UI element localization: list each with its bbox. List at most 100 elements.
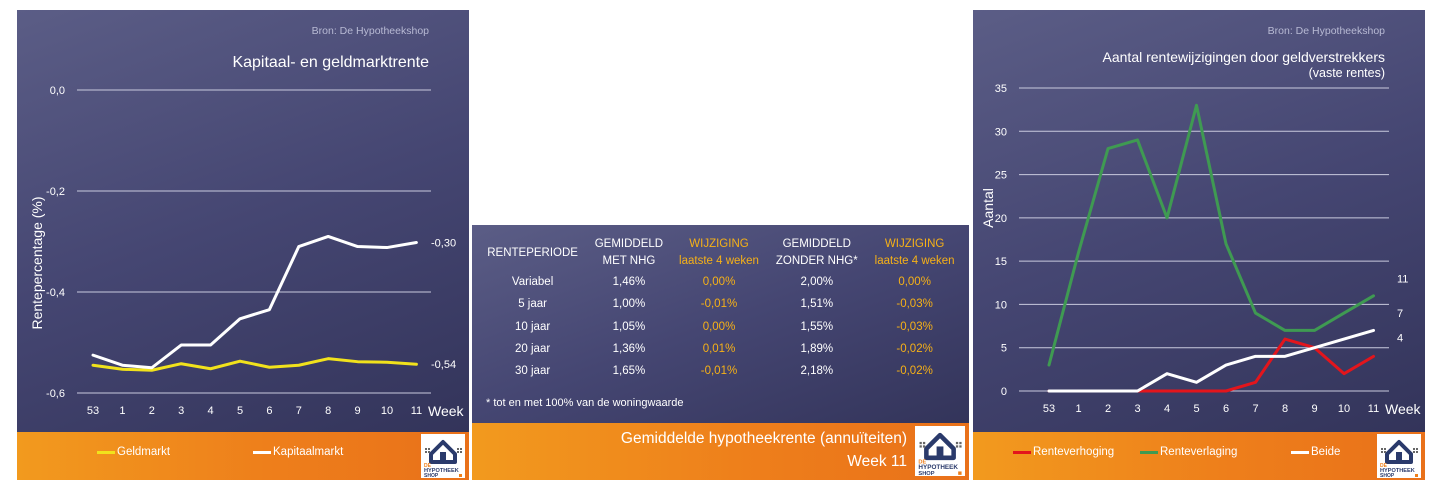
table-footer: Gemiddelde hypotheekrente (annuïteiten) …	[472, 423, 969, 480]
logo-text: SHOP	[424, 473, 439, 478]
cell-change-met-nhg: -0,01%	[700, 298, 738, 311]
chart-title: Aantal rentewijzigingen door geldverstre…	[1102, 49, 1385, 65]
header-period: RENTEPERIODE	[487, 246, 578, 259]
legend: Renteverhoging Renteverlaging Beide	[973, 446, 1375, 464]
mortgage-rate-table: RENTEPERIODE GEMIDDELD MET NHG WIJZIGING l…	[478, 235, 963, 382]
cell-change-met-nhg: 0,00%	[702, 320, 736, 333]
chart-subtitle: (vaste rentes)	[1308, 66, 1385, 80]
x-tick-label: 6	[266, 405, 272, 417]
series-end-label: -0,54	[431, 359, 456, 371]
capital-money-market-chart: Bron: De Hypotheekshop Kapitaal- en geld…	[17, 10, 469, 480]
x-tick-label: 4	[1164, 403, 1170, 415]
legend-item-geldmarkt: Geldmarkt	[97, 446, 170, 458]
cell-period: 30 jaar	[515, 365, 551, 378]
series-end-label: 7	[1397, 308, 1403, 320]
cell-change-zonder-nhg: -0,03%	[896, 298, 933, 311]
x-tick-label: 9	[1311, 403, 1317, 415]
x-tick-label: 2	[1105, 403, 1111, 415]
logo-text: DE	[1380, 463, 1388, 469]
y-tick-label: 0	[1001, 386, 1007, 398]
logo-text: HYPOTHEEK	[424, 468, 459, 474]
x-tick-label: 11	[411, 405, 422, 417]
logo-square	[1415, 474, 1418, 477]
logo-text: DE	[424, 463, 432, 469]
y-axis-label: Aantal	[980, 188, 996, 228]
legend-label: Beide	[1311, 446, 1341, 458]
legend-swatch	[1013, 450, 1031, 454]
x-tick-label: 5	[237, 405, 243, 417]
legend: Geldmarkt Kapitaalmarkt	[17, 446, 419, 464]
logo-text: SHOP	[918, 471, 934, 476]
y-tick-label: -0,2	[46, 186, 65, 198]
cell-avg-zonder-nhg: 1,55%	[800, 320, 834, 333]
cell-avg-met-nhg: 1,46%	[612, 276, 646, 289]
legend-item-renteverhoging: Renteverhoging	[1013, 446, 1114, 458]
series-end-label: -0,30	[431, 238, 456, 250]
logo-text: DE	[918, 460, 926, 466]
y-tick-label: 35	[995, 83, 1007, 95]
y-tick-label: 15	[995, 256, 1007, 268]
x-axis-label: Week	[1385, 401, 1422, 417]
legend-label: Renteverlaging	[1160, 446, 1238, 458]
table-footnote: * tot en met 100% van de woningwaarde	[486, 397, 684, 409]
header-avg-zonder-nhg: GEMIDDELD ZONDER NHG*	[775, 238, 858, 267]
mortgage-rate-table-panel: RENTEPERIODE GEMIDDELD MET NHG WIJZIGING l…	[472, 225, 969, 480]
x-tick-label: 4	[208, 405, 214, 417]
cell-change-zonder-nhg: 0,00%	[898, 276, 931, 289]
logo-square	[459, 474, 462, 477]
x-tick-label: 8	[325, 405, 331, 417]
hypotheekshop-logo: DE HYPOTHEEK SHOP	[421, 434, 465, 478]
series-line-geldmarkt	[91, 357, 418, 372]
x-tick-label: 3	[1134, 403, 1140, 415]
cell-avg-zonder-nhg: 1,51%	[800, 298, 834, 311]
cell-avg-met-nhg: 1,00%	[612, 298, 646, 311]
y-tick-label: 30	[995, 126, 1007, 138]
x-tick-label: 9	[355, 405, 361, 417]
table-row: 10 jaar 1,05% 0,00% 1,55% -0,03%	[478, 316, 963, 338]
hypotheekshop-logo: DE HYPOTHEEK SHOP	[915, 426, 965, 476]
x-tick-label: 8	[1282, 403, 1288, 415]
cell-period: Variabel	[511, 276, 554, 289]
y-tick-label: -0,6	[46, 388, 65, 400]
series-line-kapitaalmarkt	[91, 234, 418, 370]
y-tick-label: 0,0	[50, 85, 65, 97]
logo-square	[958, 471, 962, 475]
cell-change-met-nhg: -0,01%	[700, 365, 738, 378]
table-row: 5 jaar 1,00% -0,01% 1,51% -0,03%	[478, 293, 963, 315]
legend-swatch	[1291, 450, 1309, 454]
legend-label: Kapitaalmarkt	[273, 446, 344, 458]
table-title: Gemiddelde hypotheekrente (annuïteiten)	[620, 430, 907, 447]
cell-period: 5 jaar	[518, 298, 547, 311]
line-chart-plot: 0 5 10 15 20 25 30 35 53 1 2 3 4 5 6 7 8 9 10 11 Week Aantal 1…	[980, 83, 1422, 417]
cell-change-zonder-nhg: -0,02%	[896, 365, 933, 378]
x-tick-label: 7	[1252, 403, 1258, 415]
series-line-renteverlaging	[1047, 103, 1375, 367]
legend-item-kapitaalmarkt: Kapitaalmarkt	[253, 446, 343, 458]
legend-swatch	[1140, 450, 1158, 454]
y-tick-label: 25	[995, 170, 1007, 182]
table-week: Week 11	[847, 453, 907, 470]
x-tick-label: 2	[149, 405, 155, 417]
table-row: Variabel 1,46% 0,00% 2,00% 0,00%	[478, 271, 963, 293]
legend-swatch	[97, 450, 115, 454]
cell-avg-zonder-nhg: 2,00%	[800, 276, 834, 289]
series-line-beide	[1047, 328, 1375, 393]
rate-changes-chart: Bron: De Hypotheekshop Aantal rentewijzi…	[973, 10, 1425, 480]
legend-item-beide: Beide	[1291, 446, 1340, 458]
x-tick-label: 6	[1223, 403, 1229, 415]
cell-change-met-nhg: 0,00%	[702, 276, 736, 289]
cell-period: 10 jaar	[515, 320, 551, 333]
legend-footer: Renteverhoging Renteverlaging Beide DE HYPO…	[973, 432, 1425, 480]
x-tick-label: 11	[1368, 403, 1379, 415]
series-line-renteverhoging	[1047, 337, 1375, 393]
header-change-zonder-nhg: WIJZIGING laatste 4 weken	[874, 238, 955, 267]
table-header-row: RENTEPERIODE GEMIDDELD MET NHG WIJZIGING l…	[478, 235, 963, 271]
header-change-met-nhg: WIJZIGING laatste 4 weken	[679, 238, 759, 267]
x-tick-label: 7	[296, 405, 302, 417]
x-tick-label: 53	[87, 405, 99, 417]
cell-avg-zonder-nhg: 1,89%	[800, 343, 834, 356]
chart-source: Bron: De Hypotheekshop	[311, 25, 429, 37]
